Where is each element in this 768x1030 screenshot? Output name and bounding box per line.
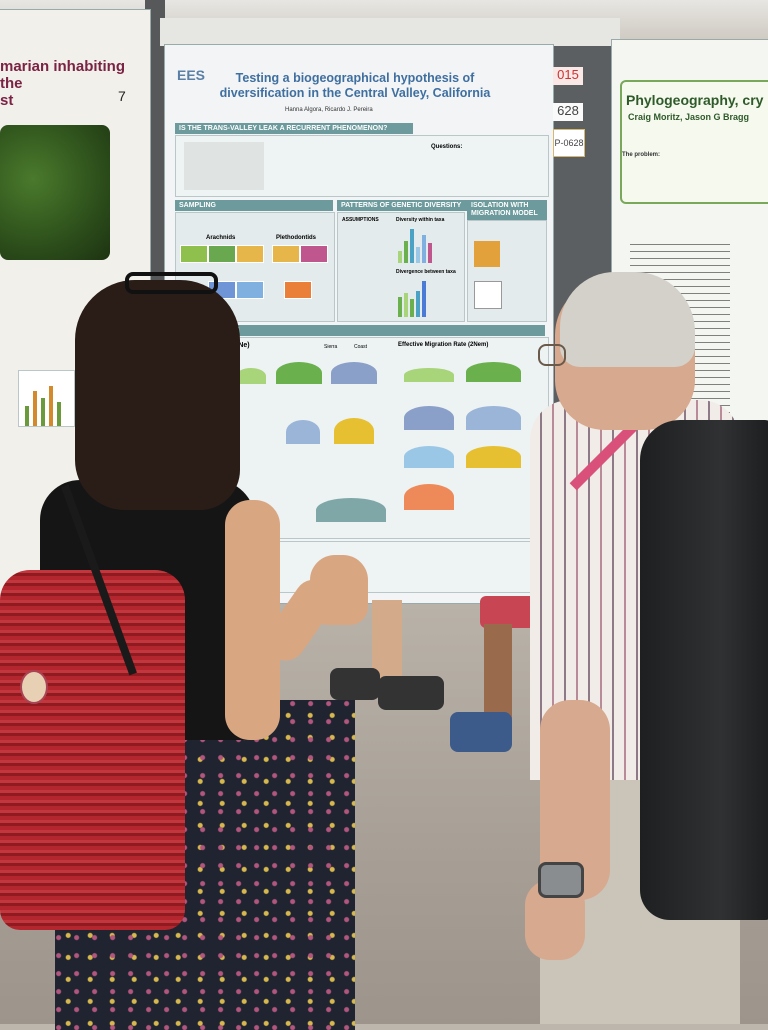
sunglasses-icon [125,272,218,294]
poster-board-frame-top [160,18,620,46]
poster-authors: Hanna Algora, Ricardo J. Pereira [285,107,373,113]
woman-arm [225,500,280,740]
left-poster-photo [0,125,110,260]
assumptions-label: ASSUMPTIONS [342,217,379,223]
visitor-shoe [378,676,444,710]
man-hair [560,272,695,367]
glasses-icon [538,344,566,366]
section-question-body: Questions: [175,135,549,197]
diversity-within-label: Diversity within taxa [396,217,445,223]
isolation-figure-2 [474,281,502,309]
right-poster-authors: Craig Moritz, Jason G Bragg [628,112,750,122]
section-isolation-body [467,220,547,322]
divergence-between-label: Divergence between taxa [396,269,456,275]
right-poster-header [620,80,768,204]
poster-title: Testing a biogeographical hypothesis of … [219,71,491,100]
black-backpack [640,420,768,920]
questions-label: Questions: [431,144,463,150]
map-figure [184,142,264,190]
red-backpack [0,570,185,930]
coast-label: Coast [354,344,368,350]
visitor-leg-2 [484,624,512,719]
board-number-top: 015 [553,67,583,85]
woman-hand [310,555,368,625]
right-poster-title: Phylogeography, cry [626,92,764,108]
section-isolation-header: ISOLATION WITH MIGRATION MODEL [467,200,547,220]
section-sampling-header: SAMPLING [175,200,333,211]
poster-logo: EES [177,67,206,83]
left-poster-number: 7 [118,88,126,104]
board-tag: P-0628 [553,129,585,157]
bag-badge [20,670,48,704]
left-poster-chart [18,370,75,427]
section-question-header: IS THE TRANS-VALLEY LEAK A RECURRENT PHE… [175,123,413,134]
diversity-chart [396,225,446,263]
isolation-figure [474,241,500,267]
right-poster-problem-label: The problem: [622,152,661,158]
plethodontids-label: Plethodontids [276,235,316,241]
left-poster-title: marian inhabiting the st [0,58,126,109]
section-patterns-body: ASSUMPTIONS Diversity within taxa Diverg… [337,212,465,322]
visitor-shoe-3 [450,712,512,752]
arachnids-label: Arachnids [206,235,236,241]
visitor-shoe-2 [330,668,380,700]
watch-icon [538,862,584,898]
woman-hair [75,280,240,510]
section-patterns-header: PATTERNS OF GENETIC DIVERSITY [337,200,471,211]
visitor-leg [372,600,402,680]
divergence-chart [396,277,446,317]
migration-label: Effective Migration Rate (2Nem) [398,342,489,348]
board-number-mid: 628 [553,103,583,121]
ne-label: (Ne) [236,342,250,349]
sierra-label: Sierra [324,344,338,350]
